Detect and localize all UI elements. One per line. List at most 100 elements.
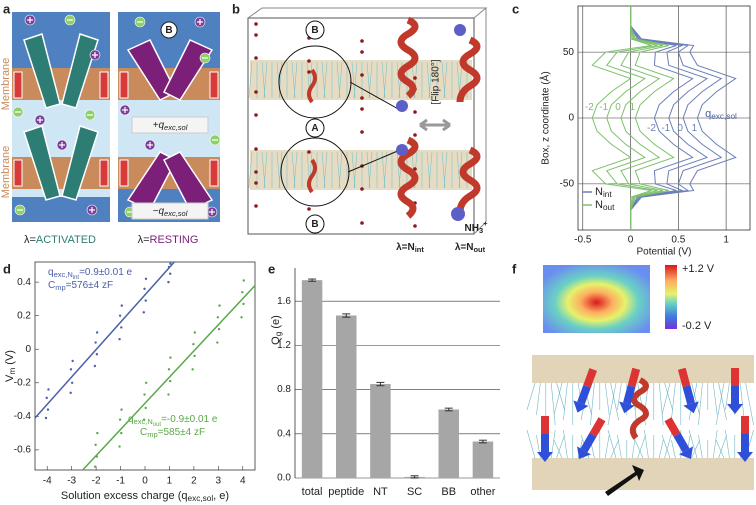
plus-icon bbox=[194, 16, 206, 28]
dipole-head bbox=[589, 417, 606, 437]
bar bbox=[336, 315, 357, 478]
point bbox=[93, 465, 97, 468]
lipid bbox=[661, 382, 671, 416]
point bbox=[144, 406, 147, 410]
dipole-tip bbox=[577, 446, 591, 460]
lipid bbox=[368, 151, 373, 189]
annotation-part: out bbox=[153, 422, 162, 428]
dipole-arrow bbox=[619, 367, 641, 414]
ion bbox=[307, 59, 311, 63]
point bbox=[240, 316, 243, 319]
y-tick-label: -0.4 bbox=[14, 411, 32, 422]
dipole-tail bbox=[623, 385, 636, 405]
y-tick-label: -0.6 bbox=[14, 445, 32, 456]
curve-label: 0 bbox=[677, 123, 683, 134]
point bbox=[142, 418, 146, 421]
y-axis-label: Box, z coordinate (Å) bbox=[539, 71, 552, 164]
lipid bbox=[263, 151, 268, 189]
ion bbox=[254, 33, 258, 37]
error-bar bbox=[478, 439, 487, 444]
lipid bbox=[715, 439, 725, 459]
plus-icon bbox=[119, 104, 131, 116]
ion bbox=[360, 107, 364, 111]
lipid bbox=[607, 429, 617, 459]
x-tick-label: total bbox=[302, 486, 323, 498]
dipole-head bbox=[541, 416, 549, 434]
point bbox=[218, 304, 221, 307]
lipid bbox=[715, 382, 725, 426]
legend-label-part: N bbox=[595, 199, 603, 211]
curve-label: 1 bbox=[630, 102, 636, 113]
point bbox=[142, 311, 145, 314]
lipid bbox=[263, 61, 268, 99]
x-axis-label-part: Solution excess charge (q bbox=[61, 490, 188, 502]
lipid bbox=[658, 382, 664, 426]
ion bbox=[360, 73, 364, 77]
dipole-tail bbox=[741, 434, 749, 452]
render-f bbox=[526, 265, 754, 496]
dipole-head bbox=[741, 416, 749, 434]
dipole-tip bbox=[679, 446, 693, 460]
point bbox=[167, 280, 170, 284]
lipid bbox=[563, 429, 568, 459]
dipole-tail bbox=[580, 432, 597, 453]
flip-label: [Flip 180°] bbox=[431, 59, 442, 104]
lipid bbox=[428, 61, 433, 99]
dipole-tip bbox=[683, 401, 699, 414]
annotation: Cmp=576±4 zF bbox=[48, 280, 113, 292]
dipole-tip bbox=[573, 400, 589, 413]
x-tick-label: -2 bbox=[92, 476, 101, 487]
y-tick-label: 1.6 bbox=[277, 296, 291, 307]
dipole-arrow bbox=[537, 416, 553, 462]
dipole-head bbox=[731, 368, 739, 386]
y-axis-label-part: V bbox=[4, 374, 16, 382]
point bbox=[193, 331, 197, 334]
lipid bbox=[443, 151, 448, 189]
legend-label: Nint bbox=[595, 186, 612, 199]
dipole-head bbox=[664, 417, 681, 437]
state-label-part: int bbox=[415, 245, 425, 254]
lipid bbox=[383, 61, 388, 99]
ion bbox=[413, 76, 417, 80]
lipid bbox=[698, 382, 703, 426]
panel-label: a bbox=[3, 1, 11, 16]
lipid bbox=[671, 439, 676, 459]
point bbox=[69, 391, 72, 395]
profile-line bbox=[630, 6, 694, 230]
profile-line bbox=[605, 6, 658, 230]
point bbox=[143, 393, 146, 396]
annotation-part: q bbox=[705, 108, 711, 120]
lipid bbox=[526, 382, 536, 411]
annotation: qexc,Nout=-0.9±0.01 e bbox=[128, 414, 218, 428]
group-label-part: + bbox=[483, 219, 488, 228]
x-tick-label: 4 bbox=[240, 476, 246, 487]
lipid bbox=[610, 439, 619, 459]
dipole-tail bbox=[682, 385, 695, 405]
lipid bbox=[563, 382, 568, 421]
lipid bbox=[553, 439, 563, 459]
point bbox=[169, 356, 172, 359]
dipole-tail bbox=[541, 434, 549, 452]
dipole-arrow bbox=[677, 367, 699, 414]
annotation-part: =-0.9±0.01 e bbox=[161, 414, 218, 425]
bar bbox=[472, 441, 494, 478]
lipid bbox=[671, 382, 676, 421]
point bbox=[70, 381, 74, 384]
x-tick-label: peptide bbox=[328, 486, 364, 498]
legend-label: Nout bbox=[595, 199, 615, 212]
lipid bbox=[718, 382, 727, 421]
annotation-part: exc,sol bbox=[711, 112, 737, 121]
bar bbox=[370, 384, 391, 478]
lipid bbox=[293, 61, 298, 99]
charge-label-part: −q bbox=[153, 206, 165, 217]
point bbox=[93, 364, 97, 368]
lipid bbox=[323, 61, 328, 99]
ion bbox=[254, 56, 258, 60]
lipid bbox=[604, 434, 610, 459]
ion bbox=[360, 50, 364, 54]
x-tick-label: other bbox=[470, 486, 495, 498]
plot-frame bbox=[34, 261, 256, 471]
point bbox=[95, 353, 99, 356]
site-label: B bbox=[311, 25, 318, 36]
x-tick-label: -0.5 bbox=[574, 235, 592, 246]
